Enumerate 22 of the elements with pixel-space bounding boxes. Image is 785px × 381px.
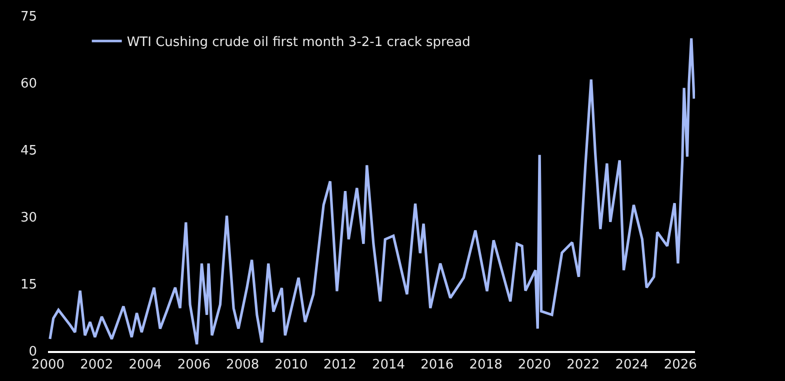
x-tick-label: 2006: [177, 358, 210, 373]
y-tick-label: 75: [20, 10, 37, 25]
x-tick-label: 2004: [128, 358, 162, 373]
x-tick-label: 2014: [372, 358, 406, 373]
x-tick-label: 2000: [31, 358, 65, 373]
x-tick-label: 2026: [664, 358, 697, 373]
x-tick-label: 2002: [80, 358, 114, 373]
y-tick-label: 30: [20, 210, 37, 226]
x-tick-label: 2018: [469, 358, 502, 373]
x-tick-label: 2022: [566, 358, 600, 373]
legend-label: WTI Cushing crude oil first month 3-2-1 crack spread: [126, 35, 470, 50]
x-tick-label: 2008: [226, 358, 260, 373]
line-series: [48, 37, 695, 346]
y-tick-label: 60: [20, 76, 37, 92]
y-tick-label: 0: [28, 344, 37, 360]
x-tick-label: 2016: [420, 358, 454, 373]
y-tick-label: 45: [20, 144, 37, 159]
y-tick-label: 15: [20, 278, 37, 293]
x-tick-label: 2020: [518, 358, 552, 373]
x-tick-label: 2024: [615, 358, 648, 373]
x-tick-label: 2012: [323, 358, 356, 373]
x-tick-label: 2010: [274, 358, 308, 373]
